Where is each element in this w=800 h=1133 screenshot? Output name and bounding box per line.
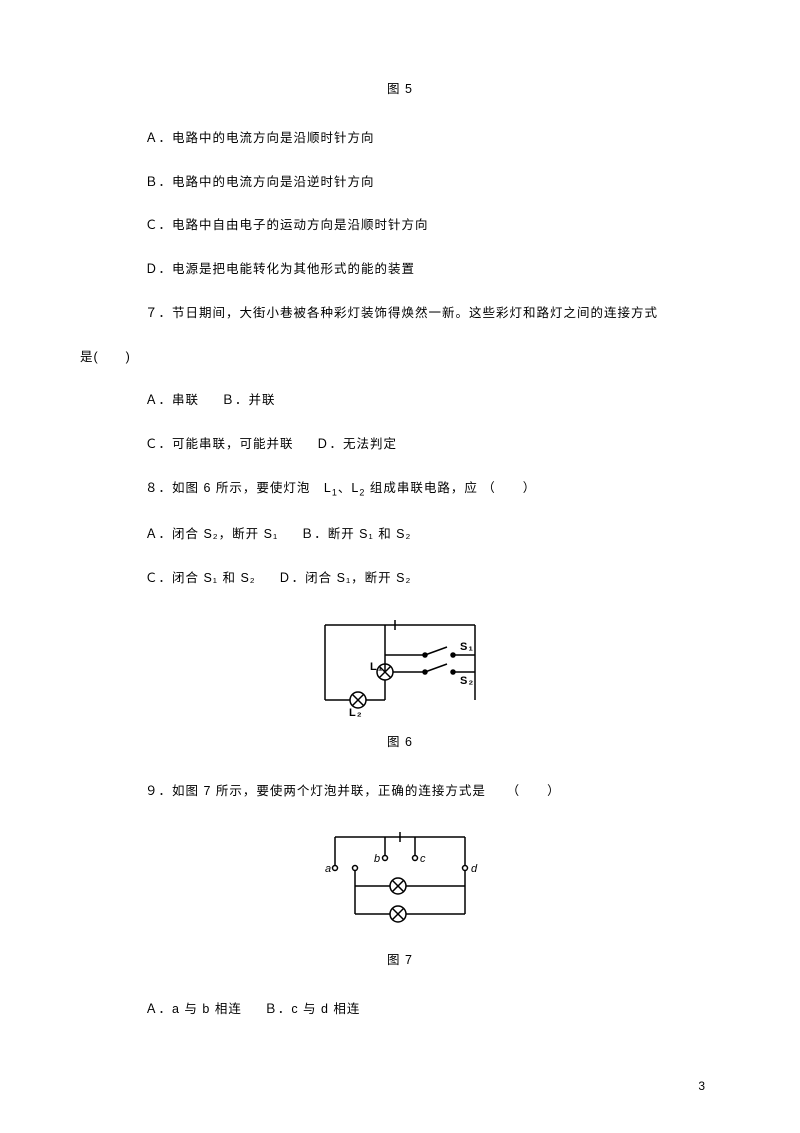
q9-options-ab: Ａ．a 与 b 相连 Ｂ．c 与 d 相连: [145, 1000, 720, 1019]
figure-5-caption: 图 5: [80, 80, 720, 99]
q7-option-b: Ｂ．并联: [222, 391, 276, 410]
q8-post: 组成串联电路，应 （ ）: [365, 481, 536, 495]
q6-option-b: Ｂ．电路中的电流方向是沿逆时针方向: [145, 173, 720, 192]
figure-7-diagram: a b c d: [80, 826, 720, 942]
q6-option-d: Ｄ．电源是把电能转化为其他形式的能的装置: [145, 260, 720, 279]
q8-pre: ８．如图 6 所示，要使灯泡 L: [145, 481, 332, 495]
fig6-S1: S₁: [460, 641, 474, 653]
q9-stem: ９．如图 7 所示，要使两个灯泡并联，正确的连接方式是 （ ）: [145, 782, 720, 801]
q8-option-a: Ａ．闭合 S₂，断开 S₁: [145, 525, 278, 544]
q7-stem-line2: 是( ): [80, 348, 720, 367]
q8-options-ab: Ａ．闭合 S₂，断开 S₁ Ｂ．断开 S₁ 和 S₂: [145, 525, 720, 544]
q8-option-c: Ｃ．闭合 S₁ 和 S₂: [145, 569, 256, 588]
figure-6-caption: 图 6: [80, 733, 720, 752]
q9-option-a: Ａ．a 与 b 相连: [145, 1000, 242, 1019]
fig7-a: a: [325, 863, 332, 875]
q7-stem-line1: ７．节日期间，大街小巷被各种彩灯装饰得焕然一新。这些彩灯和路灯之间的连接方式: [145, 304, 720, 323]
q8-option-d: Ｄ．闭合 S₁，断开 S₂: [278, 569, 411, 588]
fig7-d: d: [471, 863, 478, 875]
q6-option-a: Ａ．电路中的电流方向是沿顺时针方向: [145, 129, 720, 148]
q8-options-cd: Ｃ．闭合 S₁ 和 S₂ Ｄ．闭合 S₁，断开 S₂: [145, 569, 720, 588]
q8-stem: ８．如图 6 所示，要使灯泡 L1、L2 组成串联电路，应 （ ）: [145, 479, 720, 500]
fig6-L1: L₁: [370, 661, 383, 673]
q6-option-c: Ｃ．电路中自由电子的运动方向是沿顺时针方向: [145, 216, 720, 235]
q7-option-c: Ｃ．可能串联，可能并联: [145, 435, 294, 454]
page-number: 3: [698, 1079, 705, 1093]
fig6-L2: L₂: [349, 707, 363, 717]
fig7-b: b: [374, 853, 381, 865]
fig7-c: c: [420, 853, 427, 865]
q7-option-d: Ｄ．无法判定: [316, 435, 397, 454]
q7-options-ab: Ａ．串联 Ｂ．并联: [145, 391, 720, 410]
q8-mid: 、L: [338, 481, 359, 495]
fig6-S2: S₂: [460, 675, 474, 687]
q7-option-a: Ａ．串联: [145, 391, 199, 410]
figure-6-diagram: L₁ L₂ S₁ S₂: [80, 612, 720, 723]
q9-option-b: Ｂ．c 与 d 相连: [264, 1000, 360, 1019]
q8-option-b: Ｂ．断开 S₁ 和 S₂: [301, 525, 412, 544]
q7-options-cd: Ｃ．可能串联，可能并联 Ｄ．无法判定: [145, 435, 720, 454]
figure-7-caption: 图 7: [80, 951, 720, 970]
